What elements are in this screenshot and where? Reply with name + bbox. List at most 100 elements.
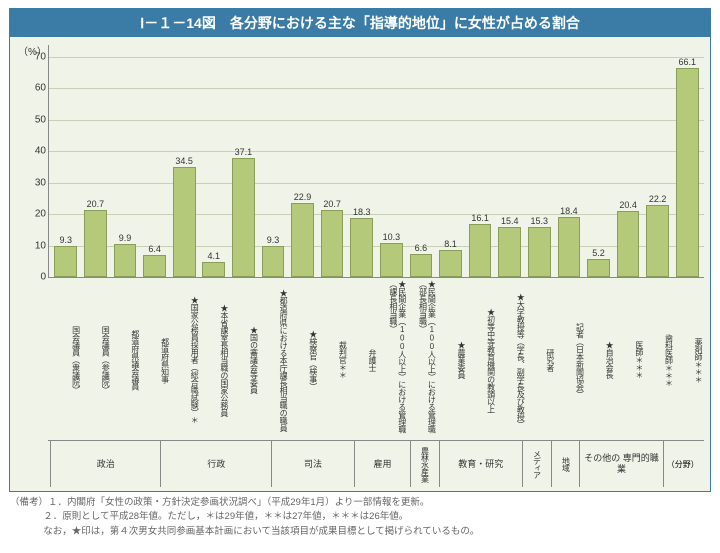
bar-value-label: 34.5 [175,156,193,166]
bar-value-label: 9.3 [267,235,280,245]
x-label: ★本省課室長相当職の国家公務員 [198,280,228,440]
group-label: 政治 [50,441,161,487]
bar [291,203,314,277]
bar [410,254,433,277]
bar-column: 22.9 [288,57,318,277]
x-label: 弁護士 [346,280,376,440]
bar-column: 15.3 [525,57,555,277]
bar-value-label: 15.4 [501,216,519,226]
x-label: ★都道府県における本庁課長相当職の職員 [257,280,287,440]
x-label: 都道府県議会議員 [109,280,139,440]
bar-column: 37.1 [229,57,259,277]
x-label: ★国家公務員採用者（総合職試験）＊ [169,280,199,440]
bar [321,210,344,277]
bar [380,243,403,277]
bar-value-label: 9.9 [119,233,132,243]
bar-value-label: 20.7 [87,199,105,209]
x-label: 記者（日本新聞協会） [554,280,584,440]
y-tick: 40 [35,146,46,157]
bar [587,259,610,277]
x-label: 裁判官＊＊ [317,280,347,440]
bar-column: 15.4 [495,57,525,277]
bar-value-label: 18.3 [353,207,371,217]
y-tick: 10 [35,240,46,251]
bar [469,224,492,277]
y-axis: （%） 010203040506070 [16,45,48,278]
chart-container: Ⅰ－１－14図 各分野における主な「指導的地位」に女性が占める割合 （%） 01… [9,8,711,492]
group-row: 政治行政司法雇用農林水産業教育・研究メディア地域その他の 専門的職業（分野） [48,440,704,487]
group-label: その他の 専門的職業 [580,441,663,487]
bar-column: 8.1 [436,57,466,277]
bar [232,158,255,277]
x-label: ★国の審議会等委員 [228,280,258,440]
bar-column: 20.7 [81,57,111,277]
bar [350,218,373,278]
bar [143,255,166,277]
bar-column: 6.4 [140,57,170,277]
bar-value-label: 5.2 [592,248,605,258]
bar-column: 22.2 [643,57,673,277]
bar-column: 18.3 [347,57,377,277]
bar-column: 9.3 [51,57,81,277]
bar-column: 18.4 [554,57,584,277]
bar-value-label: 10.3 [383,232,401,242]
bar-value-label: 20.7 [323,199,341,209]
bar [646,205,669,277]
field-suffix: （分野） [664,441,702,487]
group-label: 司法 [272,441,355,487]
y-tick: 30 [35,177,46,188]
note-line-1: （備考）１．内閣府「女性の政策・方針決定参画状況調べ」（平成29年1月）より一部… [10,497,429,508]
bar-value-label: 8.1 [444,239,457,249]
bar [202,262,225,277]
y-tick: 0 [40,272,46,283]
chart-body: （%） 010203040506070 9.320.79.96.434.54.1… [10,37,710,491]
bar-value-label: 20.4 [619,200,637,210]
bar-column: 66.1 [672,57,702,277]
x-label: 歯科医師＊＊＊ [643,280,673,440]
bar-value-label: 6.4 [148,244,161,254]
bar-column: 20.7 [317,57,347,277]
bar [262,246,285,277]
bar-value-label: 16.1 [471,213,489,223]
chart-title: Ⅰ－１－14図 各分野における主な「指導的地位」に女性が占める割合 [10,9,710,37]
bar-column: 5.2 [584,57,614,277]
bar-value-label: 66.1 [679,57,697,67]
bar-column: 10.3 [377,57,407,277]
x-label: ★検察官（検事） [287,280,317,440]
x-label: 医師＊＊＊ [613,280,643,440]
plot-area: 9.3 20.7 9.9 6.4 34.5 4.1 37.1 9.3 22.9 20.7 18.3 1… [48,45,704,278]
footnotes: （備考）１．内閣府「女性の政策・方針決定参画状況調べ」（平成29年1月）より一部… [10,496,710,539]
bar [54,246,77,277]
x-label: 都道府県知事 [139,280,169,440]
bar [84,210,107,277]
bar [498,227,521,277]
group-label: 行政 [161,441,271,487]
bar [173,167,196,277]
group-label: 農林水産業 [411,441,440,487]
y-tick: 70 [35,52,46,63]
bar-value-label: 6.6 [415,243,428,253]
note-line-2: ２．原則として平成28年値。ただし，＊は29年値，＊＊は27年値，＊＊＊は26年… [10,510,710,524]
y-tick: 50 [35,114,46,125]
bar-value-label: 22.2 [649,194,667,204]
x-label: 薬剤師＊＊＊ [672,280,702,440]
y-tick: 60 [35,83,46,94]
y-tick: 20 [35,209,46,220]
x-label: 国会議員（衆議院） [50,280,80,440]
x-labels: 国会議員（衆議院）国会議員（参議院）都道府県議会議員都道府県知事★国家公務員採用… [48,278,704,440]
bar-column: 20.4 [613,57,643,277]
bar [676,68,699,277]
bar-column: 9.9 [110,57,140,277]
x-label: ★農業委員 [435,280,465,440]
bar-value-label: 37.1 [235,147,253,157]
bar-value-label: 15.3 [531,216,549,226]
x-label: 国会議員（参議院） [80,280,110,440]
group-label: メディア [523,441,552,487]
bar [528,227,551,277]
bar-value-label: 22.9 [294,192,312,202]
bar-column: 4.1 [199,57,229,277]
bar-column: 16.1 [465,57,495,277]
bar-value-label: 9.3 [60,235,73,245]
x-label: 研究者 [524,280,554,440]
x-label: ★自治会長 [584,280,614,440]
